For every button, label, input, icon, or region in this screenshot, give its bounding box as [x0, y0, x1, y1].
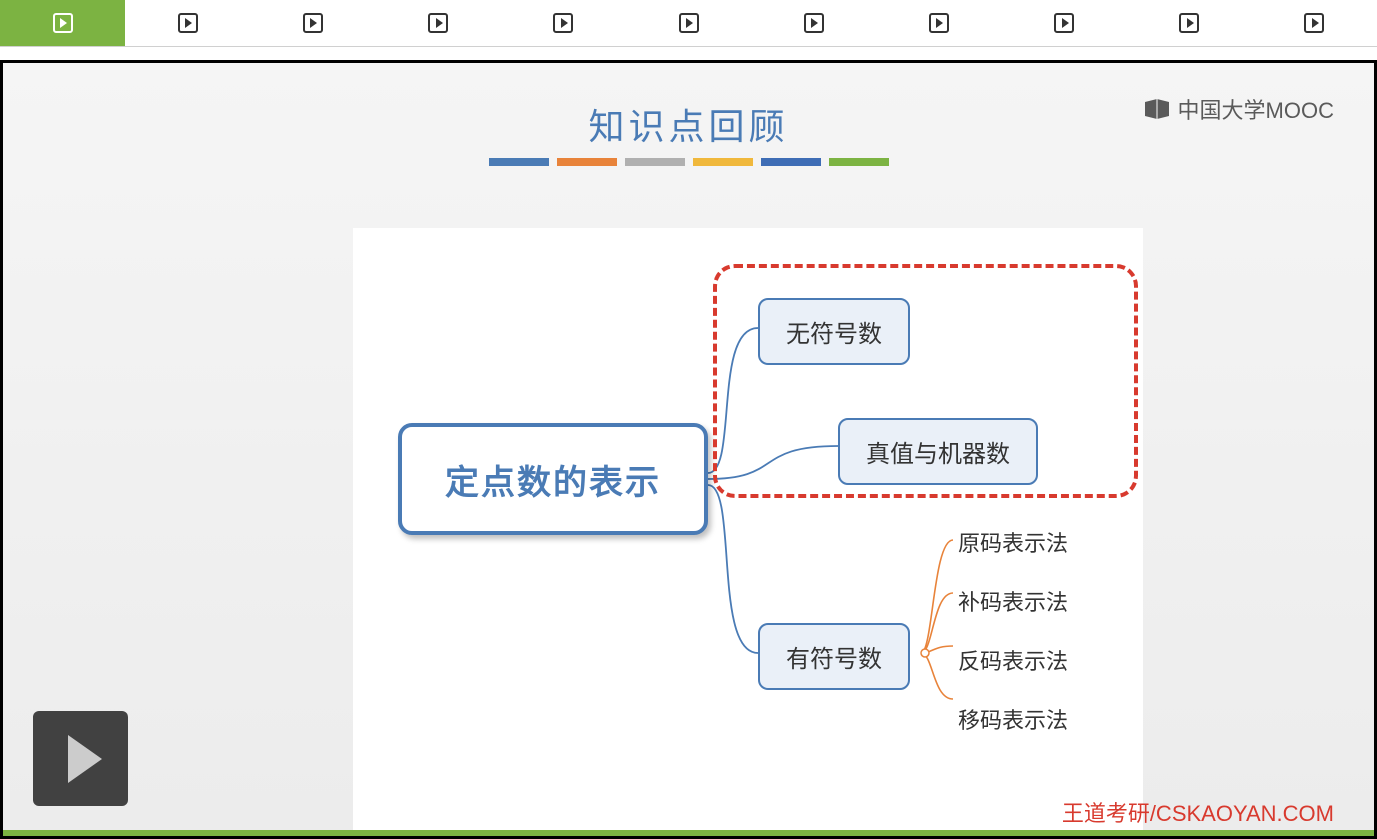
- slide-title: 知识点回顾: [588, 98, 788, 150]
- leaf-original-code: 原码表示法: [958, 526, 1068, 558]
- footer-attribution: 王道考研/CSKAOYAN.COM: [1062, 796, 1334, 828]
- play-icon: [178, 13, 198, 33]
- node-label: 无符号数: [786, 314, 882, 349]
- signed-leaf-group: 原码表示法 补码表示法 反码表示法 移码表示法: [958, 526, 1068, 735]
- title-underline-stripes: [489, 158, 889, 166]
- leaf-offset-code: 移码表示法: [958, 703, 1068, 735]
- tab-2[interactable]: [125, 0, 250, 46]
- tab-4[interactable]: [376, 0, 501, 46]
- tab-9[interactable]: [1002, 0, 1127, 46]
- play-icon: [303, 13, 323, 33]
- stripe-4: [693, 158, 753, 166]
- stripe-1: [489, 158, 549, 166]
- progress-bar[interactable]: [3, 830, 1374, 836]
- slide-panel: 定点数的表示 无符号数 真值与机器数 有符号数 原码表示法 补码表示法 反码表示…: [353, 228, 1143, 838]
- video-frame: 知识点回顾 中国大学MOOC: [0, 60, 1377, 839]
- mindmap-node-unsigned: 无符号数: [758, 298, 910, 365]
- play-icon: [53, 13, 73, 33]
- play-triangle-icon: [68, 735, 102, 783]
- tab-7[interactable]: [751, 0, 876, 46]
- stripe-3: [625, 158, 685, 166]
- tab-3[interactable]: [250, 0, 375, 46]
- play-icon: [1304, 13, 1324, 33]
- leaf-complement-code: 补码表示法: [958, 585, 1068, 617]
- mindmap: 定点数的表示 无符号数 真值与机器数 有符号数 原码表示法 补码表示法 反码表示…: [353, 228, 1143, 838]
- stripe-6: [829, 158, 889, 166]
- mooc-logo: 中国大学MOOC: [1144, 93, 1334, 125]
- node-label: 有符号数: [786, 639, 882, 674]
- tab-11[interactable]: [1252, 0, 1377, 46]
- logo-text: 中国大学MOOC: [1178, 93, 1334, 125]
- tab-10[interactable]: [1127, 0, 1252, 46]
- mindmap-node-truth: 真值与机器数: [838, 418, 1038, 485]
- leaf-ones-complement: 反码表示法: [958, 644, 1068, 676]
- play-icon: [1054, 13, 1074, 33]
- play-icon: [553, 13, 573, 33]
- mindmap-root-node: 定点数的表示: [398, 423, 708, 535]
- tab-5[interactable]: [501, 0, 626, 46]
- play-icon: [804, 13, 824, 33]
- play-icon: [428, 13, 448, 33]
- tab-bar: [0, 0, 1377, 47]
- tab-8[interactable]: [876, 0, 1001, 46]
- tab-1[interactable]: [0, 0, 125, 46]
- stripe-5: [761, 158, 821, 166]
- node-label: 真值与机器数: [866, 434, 1010, 469]
- play-icon: [1179, 13, 1199, 33]
- root-node-label: 定点数的表示: [445, 455, 661, 504]
- book-icon: [1144, 98, 1170, 120]
- stripe-2: [557, 158, 617, 166]
- play-icon: [679, 13, 699, 33]
- play-icon: [929, 13, 949, 33]
- tab-6[interactable]: [626, 0, 751, 46]
- mindmap-node-signed: 有符号数: [758, 623, 910, 690]
- play-button[interactable]: [33, 711, 128, 806]
